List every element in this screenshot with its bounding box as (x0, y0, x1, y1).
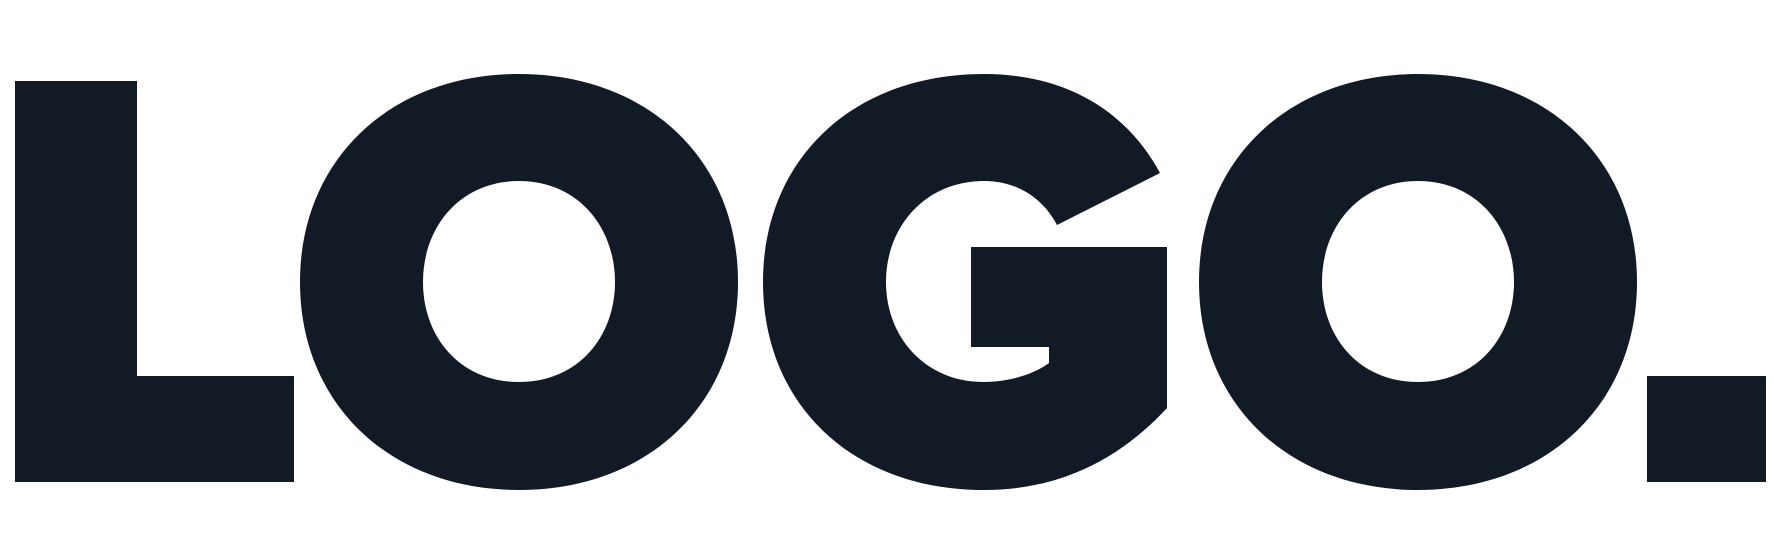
logo-letter-o-2 (1199, 74, 1637, 490)
logo-letter-g (763, 74, 1167, 490)
logo-letter-o-1 (300, 74, 738, 490)
logo-period (1647, 376, 1766, 482)
logo-letter-l (15, 81, 294, 482)
